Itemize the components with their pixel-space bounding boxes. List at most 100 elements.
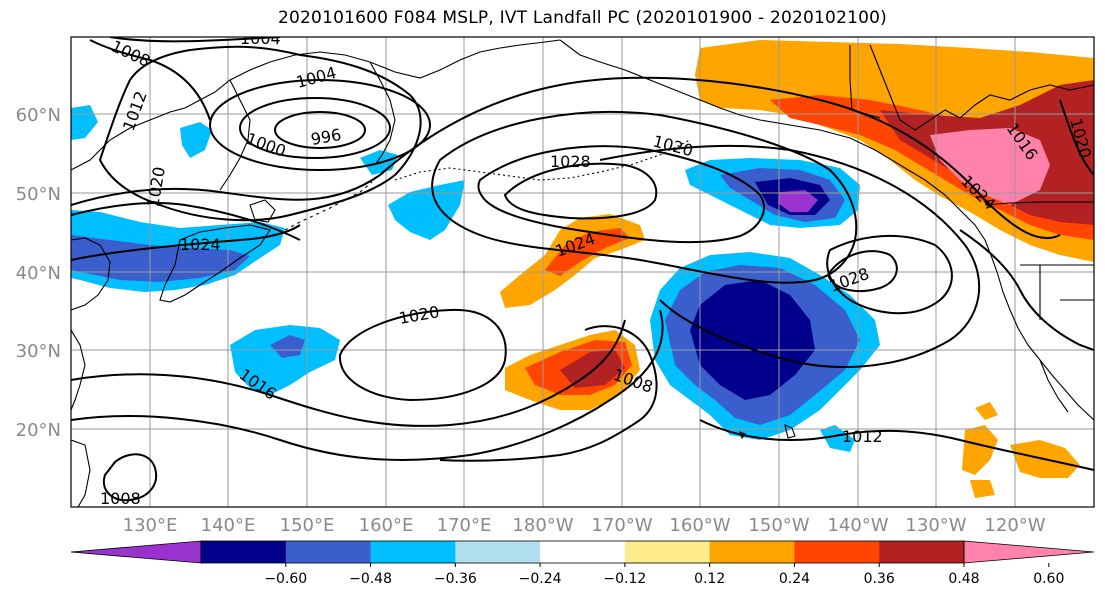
colorbar-cell (285, 541, 372, 563)
coast-bc (984, 239, 1094, 421)
ivt-negative-patch-aleut (388, 180, 465, 240)
contour-1020-sub (338, 308, 507, 402)
lon-label: 180°W (512, 515, 573, 536)
lat-label: 60°N (16, 105, 61, 126)
ivt-negative-patch-kamchatka (180, 122, 212, 158)
contour-1016-band (71, 76, 1061, 240)
border-us-canada (984, 201, 1094, 206)
contour-label: 1008 (100, 489, 141, 508)
colorbar-cell (794, 541, 880, 563)
contour-1008-sw (102, 453, 158, 502)
contour-label: 1028 (550, 152, 591, 171)
colorbar-tick-label: −0.36 (434, 571, 477, 587)
coast-japan (159, 224, 271, 303)
contour-1012-south (71, 309, 664, 461)
colorbar-extend-high (963, 540, 1095, 564)
ivt-positive-patch-e1 (962, 425, 998, 475)
coast-baja (1039, 359, 1069, 413)
coast-hokkaido (249, 199, 276, 223)
coast-aleutians (394, 139, 691, 181)
colorbar-tick-label: 0.48 (948, 571, 979, 587)
coast-kamchatka (369, 61, 396, 166)
colorbar-frame (200, 540, 965, 564)
contour-1020-east (599, 144, 981, 368)
contour-1028-high (503, 162, 658, 220)
colorbar: −0.60 −0.48 −0.36 −0.24 −0.12 0.12 0.24 0.36 0.4… (70, 540, 1095, 587)
contour-1012-hawaii (699, 419, 1094, 471)
ivt-negative-patch-hawaii (820, 425, 855, 452)
lon-label: 170°E (437, 515, 492, 536)
colorbar-tick-label: 0.60 (1033, 571, 1064, 587)
ivt-negative-patch-west (230, 325, 340, 395)
latitude-labels: 60°N 50°N 40°N 30°N 20°N (16, 105, 61, 441)
lon-label: 140°E (201, 515, 256, 536)
coast-okhotsk (219, 79, 251, 191)
colorbar-tick-label: 0.36 (864, 571, 895, 587)
colorbar-tick-label: 0.12 (694, 571, 725, 587)
coastlines (71, 39, 1094, 507)
contour-1008-nw (89, 39, 211, 121)
colorbar-tick-label: −0.12 (603, 571, 646, 587)
graticule (71, 37, 1094, 507)
contour-1028-east (826, 250, 898, 293)
contour-1024-japan (71, 224, 301, 261)
contour-1016-south (71, 319, 626, 427)
longitude-labels: 130°E 140°E 150°E 160°E 170°E 180°W 170°… (123, 515, 1046, 536)
colorbar-cell (201, 541, 287, 563)
lon-label: 120°W (984, 515, 1045, 536)
lon-label: 130°E (123, 515, 178, 536)
contour-1020-japan (71, 202, 301, 241)
contour-996 (274, 111, 366, 149)
contour-1020-high (431, 111, 858, 284)
contour-1024-east (826, 235, 953, 315)
coast-canada-interior (869, 44, 1094, 131)
coast-alaska (559, 39, 986, 241)
lon-label: 140°W (827, 515, 888, 536)
lon-label: 130°W (905, 515, 966, 536)
map-frame (70, 36, 1095, 508)
contour-label: 1004 (240, 29, 281, 48)
lon-label: 150°E (280, 515, 335, 536)
coast-kurils (284, 181, 373, 231)
colorbar-tick-label: −0.60 (264, 571, 307, 587)
colorbar-cell (879, 541, 965, 563)
colorbar-extend-low (70, 540, 202, 564)
coast-korea (71, 237, 111, 311)
contour-label: 1024 (180, 235, 221, 254)
colorbar-cell (455, 541, 541, 563)
colorbar-cell (709, 541, 795, 563)
lon-label: 160°E (359, 515, 414, 536)
ivt-positive-patch-e4 (970, 480, 995, 498)
mslp-contours (71, 37, 1094, 502)
coast-china (71, 329, 86, 411)
colorbar-ticks: −0.60 −0.48 −0.36 −0.24 −0.12 0.12 0.24 0.36 0.4… (264, 563, 1064, 587)
contour-1000 (239, 97, 391, 159)
lat-label: 50°N (16, 184, 61, 205)
chart-title: 2020101600 F084 MSLP, IVT Landfall PC (2… (278, 8, 887, 28)
contour-1012-nw (98, 45, 422, 222)
contour-label: 1012 (842, 427, 883, 446)
contour-1008-sub (439, 325, 658, 462)
colorbar-tick-label: −0.48 (349, 571, 392, 587)
ivt-negative-japan-inner (71, 235, 250, 282)
border-states (1020, 264, 1094, 320)
colorbar-cells (70, 540, 1095, 564)
ivt-positive-gulf-alaska-peak (930, 128, 1050, 205)
colorbar-tick-label: −0.24 (519, 571, 562, 587)
lat-label: 30°N (16, 341, 61, 362)
lon-label: 160°W (669, 515, 730, 536)
lat-label: 20°N (16, 420, 61, 441)
colorbar-cell (540, 541, 626, 563)
contour-1016-east-coast (959, 229, 1094, 351)
contour-1004-inner (209, 79, 431, 171)
ivt-negative-patch-west-inner (270, 335, 305, 358)
map-plot-area: 1008 1004 1004 1012 1000 996 1020 1024 1… (71, 29, 1094, 508)
contour-1024-high (477, 145, 765, 244)
ivt-positive-central-band-inner (545, 228, 630, 276)
coast-philippines (71, 439, 91, 507)
coast-alaska-north (499, 39, 561, 49)
ivt-negative-north-peak (778, 190, 818, 212)
colorbar-cell (370, 541, 456, 563)
colorbar-cell (624, 541, 711, 563)
